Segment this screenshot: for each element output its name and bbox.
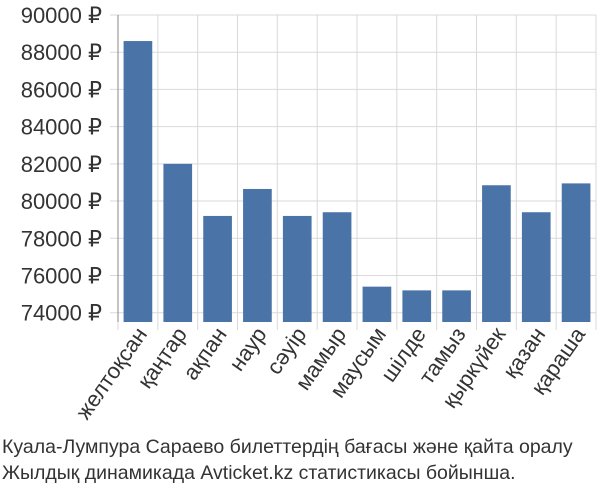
y-tick-label: 82000 ₽ [21, 152, 102, 177]
y-tick-label: 74000 ₽ [21, 301, 102, 326]
bars [123, 41, 591, 322]
bar [362, 286, 392, 322]
bar [282, 215, 312, 322]
y-tick-label: 76000 ₽ [21, 263, 102, 288]
bar [402, 290, 432, 322]
x-axis-ticks: желтоқсанқаңтарақпаннаурсәуірмамырмаусым… [71, 322, 591, 424]
caption-line-1: Куала-Лумпура Сараево билеттердің бағасы… [2, 436, 573, 458]
y-tick-label: 88000 ₽ [21, 40, 102, 65]
y-axis-ticks: 74000 ₽ 76000 ₽ 78000 ₽ 80000 ₽ 82000 ₽ 84000… [21, 3, 102, 326]
bar [521, 212, 551, 322]
y-tick-label: 80000 ₽ [21, 189, 102, 214]
y-tick-label: 86000 ₽ [21, 77, 102, 102]
bar-chart: 74000 ₽ 76000 ₽ 78000 ₽ 80000 ₽ 82000 ₽ 84000… [21, 3, 597, 424]
bar [163, 163, 193, 322]
bar [482, 185, 511, 322]
bar [561, 183, 591, 322]
y-tick-label: 78000 ₽ [21, 226, 102, 251]
y-tick-label: 84000 ₽ [21, 115, 102, 140]
caption-line-2: Жылдық динамикада Avticket.kz статистика… [2, 462, 516, 484]
bar [203, 215, 232, 322]
grid-lines [110, 14, 597, 330]
bar [123, 41, 153, 322]
y-tick-label: 90000 ₽ [21, 3, 102, 28]
bar [243, 188, 272, 322]
bar [322, 212, 352, 322]
x-tick-label: ақпан [178, 323, 232, 385]
bar [442, 290, 471, 322]
